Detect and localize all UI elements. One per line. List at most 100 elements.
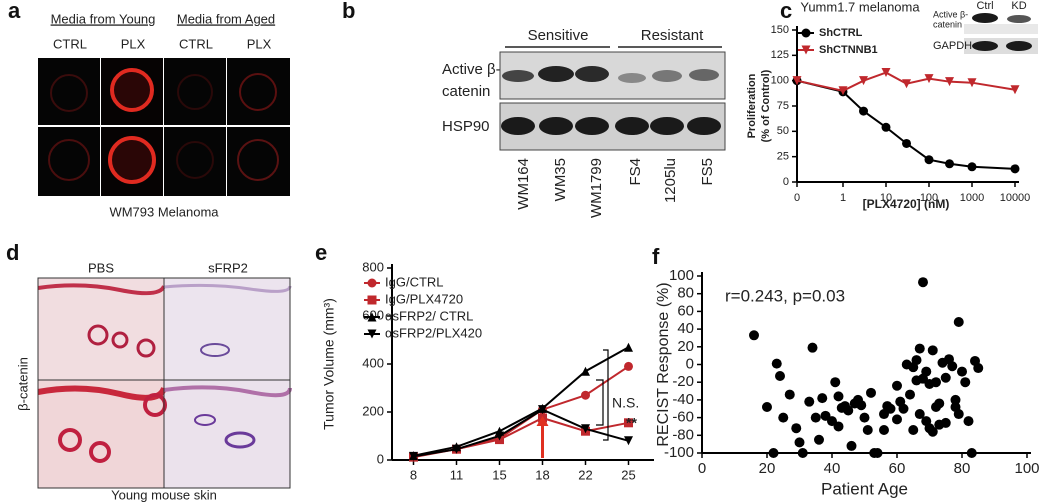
point (778, 412, 789, 423)
point (833, 421, 844, 432)
point (957, 366, 967, 377)
point (862, 424, 873, 435)
panel-letter: e (315, 240, 327, 265)
group-label: Resistant (641, 27, 704, 44)
point (762, 401, 772, 412)
point (892, 414, 902, 425)
y-tick-label: 125 (771, 49, 789, 61)
point (940, 372, 951, 383)
y-tick-label: 200 (362, 403, 384, 418)
y-tick-label: 800 (362, 259, 384, 274)
y-tick-label: 100 (771, 75, 789, 87)
point (914, 409, 925, 420)
marker (624, 342, 633, 352)
blot (499, 51, 726, 151)
column-label: sFRP2 (208, 260, 248, 275)
column-label: PLX (121, 36, 146, 51)
row-label: catenin (442, 83, 490, 100)
row-label: β-catenin (15, 357, 30, 411)
point (768, 448, 779, 458)
y-tick-label: -20 (672, 373, 694, 390)
point (918, 277, 928, 288)
bracket (603, 349, 609, 441)
point (807, 342, 818, 353)
marker (624, 418, 633, 428)
point (797, 448, 808, 458)
marker (967, 78, 977, 88)
point (908, 424, 919, 435)
group-label: Media from Aged (177, 11, 275, 26)
x-axis-label: [PLX4720] (nM) (863, 197, 950, 211)
point (892, 380, 902, 391)
point (872, 448, 883, 458)
marker (624, 436, 633, 446)
inset-label: Ctrl (976, 0, 993, 12)
point (927, 426, 938, 437)
micrographs (38, 57, 290, 197)
line (413, 346, 629, 457)
annotation: N.S. (612, 395, 639, 411)
marker (792, 76, 802, 86)
column-label: CTRL (179, 36, 213, 51)
column-label: PLX (247, 36, 272, 51)
y-axis-label: (% of Control) (760, 69, 772, 142)
point (879, 424, 889, 435)
marker (538, 405, 547, 415)
legend-marker (367, 312, 377, 322)
legend-marker (367, 278, 377, 288)
legend-label: IgG/CTRL (385, 274, 444, 289)
point (859, 412, 870, 423)
y-tick-label: -100 (664, 444, 694, 461)
point (843, 405, 854, 416)
panel-letter: b (342, 0, 355, 23)
lane-label: 1205lu (662, 158, 679, 203)
y-tick-label: 0 (686, 355, 694, 372)
x-tick-label: 15 (492, 467, 506, 482)
legend-label: αsFRP2/ CTRL (385, 308, 473, 323)
point (914, 343, 925, 354)
point (911, 355, 922, 366)
arrow-head (536, 416, 549, 426)
point (898, 403, 909, 414)
marker (838, 86, 848, 96)
marker (902, 138, 912, 148)
legend-marker (801, 28, 811, 38)
y-tick-label: 80 (677, 285, 694, 302)
marker (881, 68, 891, 78)
marker (859, 76, 869, 86)
marker (1010, 164, 1020, 174)
marker (881, 122, 891, 132)
inset-blot (964, 13, 1038, 54)
point (833, 391, 844, 402)
line (796, 79, 1016, 170)
point (950, 394, 961, 405)
legend-marker (801, 45, 811, 55)
y-tick-label: 150 (771, 24, 789, 36)
point (749, 330, 759, 341)
panel-d: d PBS sFRP2 β-catenin Young mouse (6, 240, 292, 502)
x-tick-label: 18 (535, 467, 549, 482)
y-tick-label: 100 (669, 267, 694, 284)
x-tick-label: 11 (450, 467, 464, 482)
marker (924, 155, 934, 165)
marker (624, 361, 633, 371)
panel-letter: f (652, 244, 660, 269)
column-label: CTRL (53, 36, 87, 51)
group-label: Media from Young (51, 11, 156, 26)
point (966, 448, 977, 458)
marker (945, 77, 955, 87)
y-tick-label: 40 (677, 320, 694, 337)
point (931, 377, 941, 388)
row-label: HSP90 (442, 118, 490, 135)
y-axis-label: RECIST Response (%) (655, 282, 672, 446)
y-tick-label: 0 (377, 451, 384, 466)
x-tick-label: 100 (1014, 460, 1039, 477)
line (413, 408, 629, 458)
y-tick-label: -40 (672, 391, 694, 408)
legend-label: αsFRP2/PLX420 (385, 325, 482, 340)
point (973, 363, 984, 374)
marker (581, 424, 590, 434)
point (791, 423, 802, 434)
lane-label: WM164 (515, 158, 532, 210)
